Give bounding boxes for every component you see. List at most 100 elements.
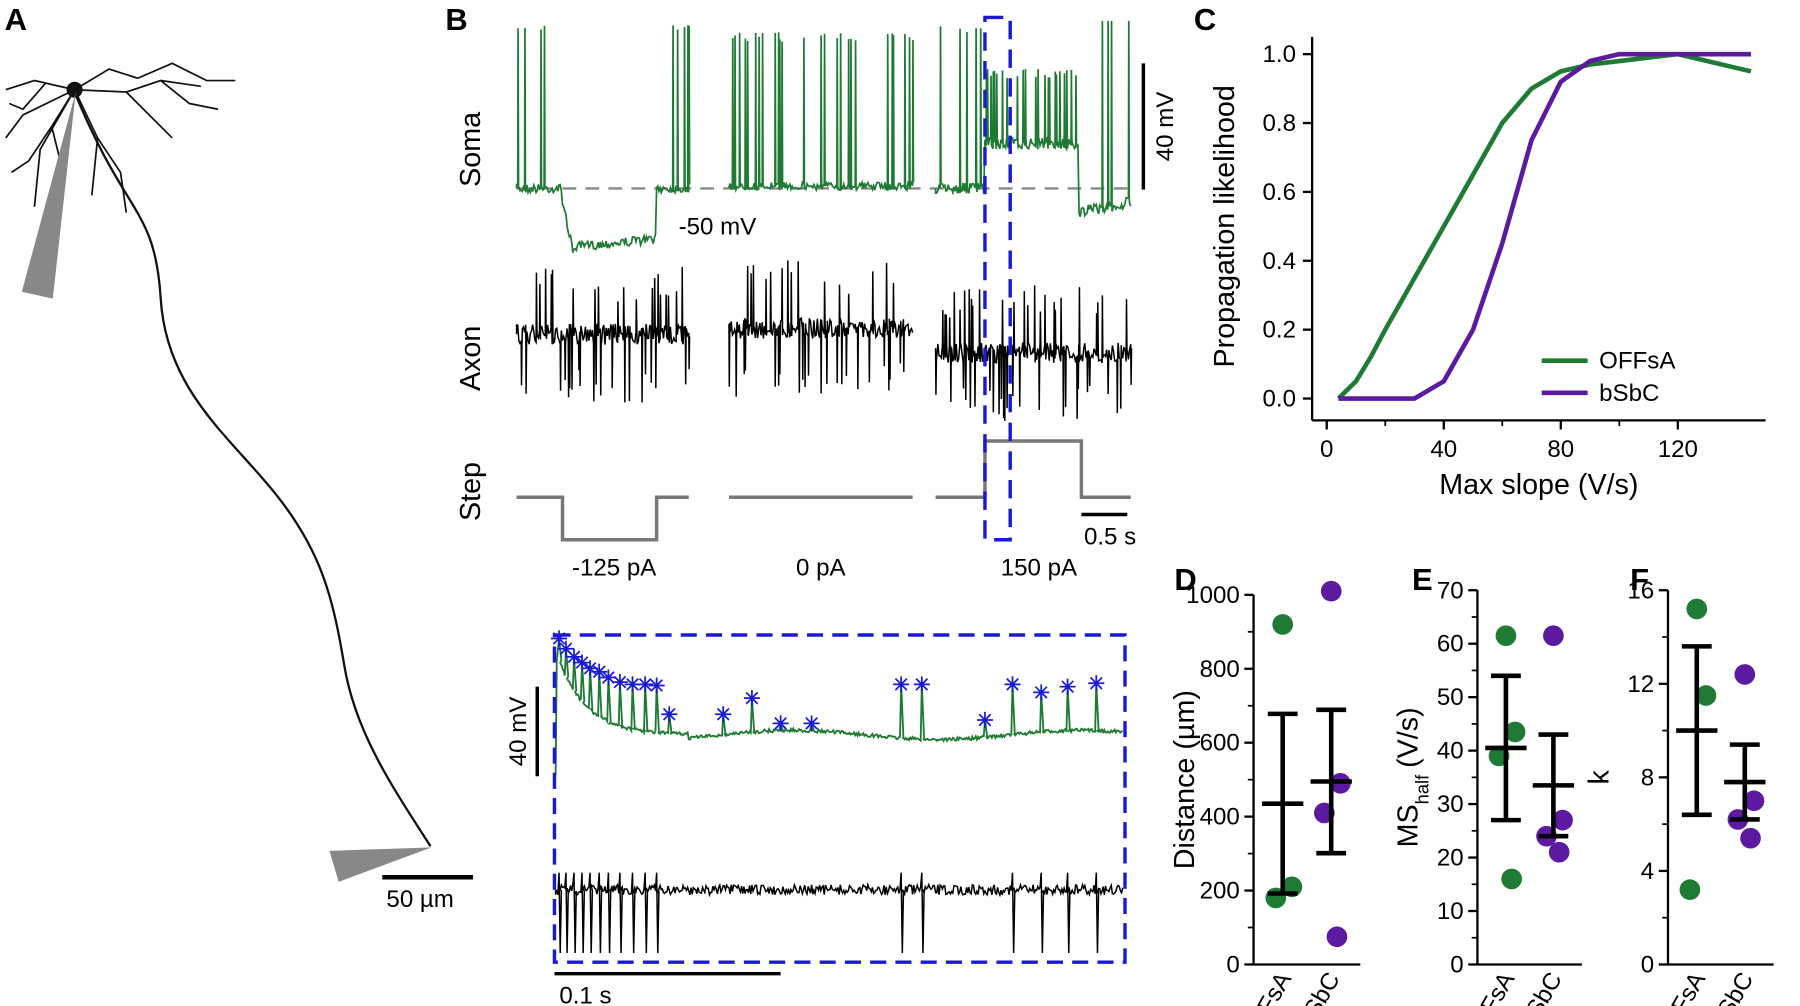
spike-marker bbox=[1088, 675, 1105, 692]
electrode bbox=[21, 92, 76, 299]
scale-label: 50 µm bbox=[386, 886, 453, 913]
data-point bbox=[1495, 625, 1517, 647]
y-tick-label: 0.8 bbox=[1263, 110, 1297, 137]
spike-marker bbox=[893, 676, 910, 693]
spike-marker bbox=[1004, 676, 1021, 693]
y-tick-label: 0.2 bbox=[1263, 317, 1297, 344]
spike-marker bbox=[661, 706, 678, 723]
axon-trace bbox=[515, 266, 691, 403]
x-tick-label: 120 bbox=[1658, 436, 1698, 463]
x-tick-label: OFFsA bbox=[1650, 967, 1712, 1006]
scale-label: 40 mV bbox=[505, 697, 532, 767]
spike-marker bbox=[637, 676, 654, 693]
spike-marker bbox=[715, 706, 732, 723]
panel-letter: E bbox=[1412, 562, 1433, 597]
y-tick-label: 800 bbox=[1200, 656, 1240, 683]
step-label: 150 pA bbox=[1001, 554, 1078, 581]
spike-marker bbox=[1033, 684, 1050, 701]
soma-trace bbox=[934, 20, 1132, 218]
panel-letter: A bbox=[5, 2, 27, 37]
y-axis-title-part: (V/s) bbox=[1393, 707, 1425, 768]
row-label: Soma bbox=[455, 112, 487, 187]
x-axis-title: Max slope (V/s) bbox=[1439, 469, 1638, 501]
x-tick-label: 40 bbox=[1430, 436, 1457, 463]
spike-marker bbox=[557, 640, 574, 657]
y-tick-label: 0.6 bbox=[1263, 179, 1297, 206]
inset-soma-trace bbox=[554, 638, 1123, 776]
step-label: -125 pA bbox=[572, 554, 657, 581]
data-point bbox=[1548, 841, 1570, 863]
data-point bbox=[1695, 685, 1717, 706]
y-axis-title: Propagation likelihood bbox=[1209, 85, 1241, 367]
spike-marker bbox=[591, 663, 608, 680]
y-tick-label: 0.4 bbox=[1263, 248, 1297, 275]
electrode bbox=[329, 847, 432, 882]
inset-axon-trace bbox=[554, 872, 1124, 954]
y-tick-label: 20 bbox=[1437, 845, 1464, 872]
y-tick-label: 1.0 bbox=[1263, 41, 1297, 68]
data-point bbox=[1320, 580, 1342, 602]
spike-marker bbox=[551, 630, 568, 647]
scale-label: 40 mV bbox=[1152, 92, 1179, 162]
x-tick-label: 0 bbox=[1320, 436, 1333, 463]
data-point bbox=[1272, 614, 1294, 635]
traces bbox=[515, 20, 1133, 954]
x-tick-label: bSbC bbox=[1514, 968, 1568, 1006]
y-axis-title: MShalf (V/s) bbox=[1393, 707, 1433, 847]
data-point bbox=[1552, 809, 1573, 831]
y-tick-label: 16 bbox=[1627, 577, 1654, 604]
spike-marker bbox=[913, 676, 930, 693]
row-label: Axon bbox=[455, 326, 487, 391]
panel-letter: C bbox=[1194, 2, 1216, 37]
data-point bbox=[1504, 721, 1526, 743]
x-tick-label: 80 bbox=[1547, 436, 1574, 463]
panel-letter: D bbox=[1174, 562, 1196, 597]
y-tick-label: 4 bbox=[1641, 858, 1654, 885]
spike-marker bbox=[803, 715, 820, 732]
y-tick-label: 0 bbox=[1641, 952, 1654, 979]
y-tick-label: 400 bbox=[1200, 804, 1240, 831]
y-tick-label: 1000 bbox=[1186, 582, 1240, 609]
spike-marker bbox=[648, 677, 665, 694]
data-point bbox=[1326, 926, 1348, 948]
zoom-box bbox=[983, 15, 1012, 542]
y-tick-label: 30 bbox=[1437, 791, 1464, 818]
scale-label: 0.5 s bbox=[1084, 523, 1136, 550]
legend-label: bSbC bbox=[1599, 380, 1659, 407]
axon-trace bbox=[728, 260, 914, 397]
y-tick-label: 0.0 bbox=[1263, 386, 1297, 413]
y-tick-label: 60 bbox=[1437, 631, 1464, 658]
spike-marker bbox=[743, 690, 760, 707]
y-axis-title-part: k bbox=[1583, 770, 1615, 785]
data-point bbox=[1543, 625, 1564, 647]
spike-marker bbox=[600, 669, 617, 686]
y-tick-label: 200 bbox=[1200, 878, 1240, 905]
y-tick-label: 8 bbox=[1641, 764, 1654, 791]
panel-letter: F bbox=[1630, 562, 1649, 597]
series-line bbox=[1336, 51, 1752, 401]
spike-marker bbox=[573, 654, 591, 671]
legend-label: OFFsA bbox=[1599, 348, 1676, 375]
y-axis-title: Distance (µm) bbox=[1169, 690, 1201, 869]
y-tick-label: 10 bbox=[1437, 898, 1464, 925]
y-axis-title-part: Distance (µm) bbox=[1169, 690, 1201, 869]
scale-label: 0.1 s bbox=[559, 983, 611, 1006]
data-point bbox=[1679, 879, 1701, 900]
data-point bbox=[1686, 598, 1708, 620]
neuron bbox=[5, 62, 432, 847]
y-tick-label: 70 bbox=[1437, 577, 1464, 604]
row-label: Step bbox=[455, 462, 487, 521]
data-point bbox=[1743, 790, 1765, 812]
y-tick-label: 12 bbox=[1627, 671, 1654, 698]
axon-trace bbox=[934, 285, 1133, 421]
series-line bbox=[1338, 51, 1751, 401]
y-tick-label: 600 bbox=[1200, 730, 1240, 757]
data-point bbox=[1734, 664, 1756, 685]
x-tick-label: OFFsA bbox=[1459, 967, 1521, 1006]
baseline-label: -50 mV bbox=[679, 213, 757, 240]
x-tick-label: OFFsA bbox=[1236, 967, 1298, 1006]
y-axis-title-part: half bbox=[1411, 774, 1432, 805]
inset-box bbox=[552, 633, 1127, 964]
